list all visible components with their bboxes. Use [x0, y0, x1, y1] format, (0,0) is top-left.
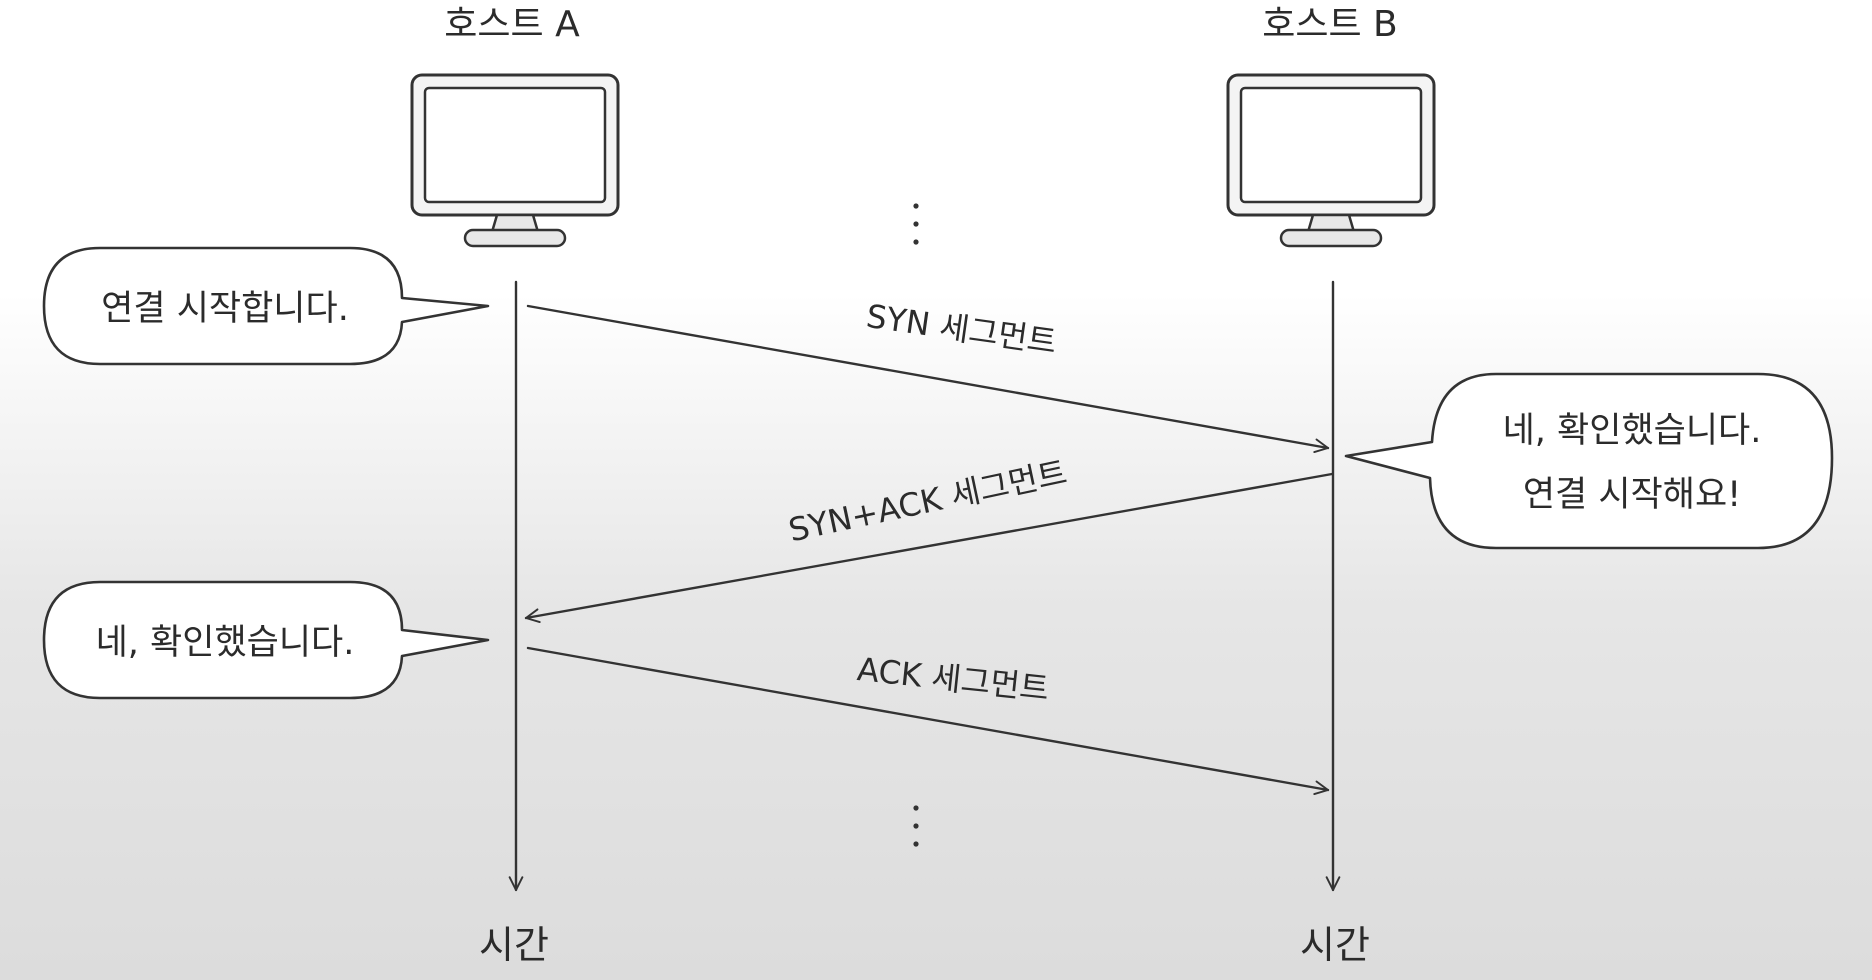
bubble-b-confirm-line1: 네, 확인했습니다. [1503, 411, 1762, 451]
host-a-label: 호스트 A [444, 4, 580, 45]
host-b-monitor-icon [1226, 73, 1436, 248]
ack-arrow [526, 646, 1330, 796]
bubble-b-confirm-line2: 연결 시작해요! [1523, 475, 1741, 515]
host-b-time-label: 시간 [1300, 923, 1370, 967]
syn-arrow [526, 304, 1330, 454]
ack-segment-label: ACK 세그먼트 [855, 650, 1051, 708]
host-b-label: 호스트 B [1262, 4, 1398, 45]
bubble-a-start-text: 연결 시작합니다. [101, 289, 349, 329]
continuation-dots-bottom [913, 805, 919, 847]
syn-segment-label: SYN 세그먼트 [864, 297, 1059, 361]
continuation-dots-top [913, 203, 919, 245]
speech-bubble-a-confirm: 네, 확인했습니다. [42, 580, 490, 700]
host-a-time-label: 시간 [479, 923, 549, 967]
syn-ack-segment-label: SYN+ACK 세그먼트 [785, 453, 1070, 549]
speech-bubble-b-confirm: 네, 확인했습니다. 연결 시작해요! [1344, 372, 1834, 550]
host-a-monitor-icon [410, 73, 620, 248]
speech-bubble-a-start: 연결 시작합니다. [42, 246, 490, 366]
bubble-a-confirm-text: 네, 확인했습니다. [96, 623, 355, 663]
syn-ack-arrow [524, 472, 1334, 624]
